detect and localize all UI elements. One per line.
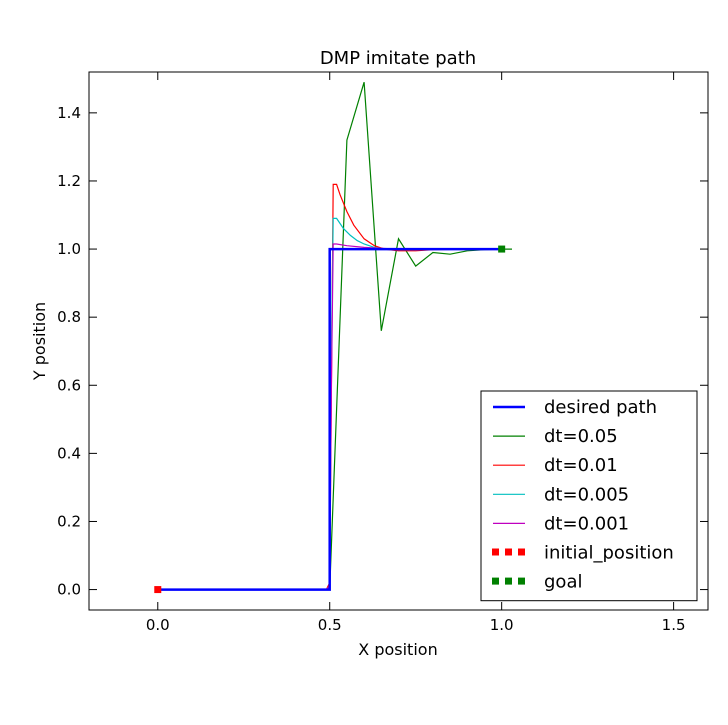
legend-label: goal: [544, 572, 582, 593]
legend-label: initial_position: [544, 543, 674, 564]
legend-swatch: [518, 577, 525, 585]
x-axis-label: X position: [358, 640, 437, 659]
legend-swatch: [492, 548, 499, 556]
chart-title: DMP imitate path: [320, 48, 476, 69]
legend: desired path dt=0.05 dt=0.01 dt=0.005 dt=0.0…: [480, 390, 698, 602]
marker-goal: [498, 245, 506, 253]
legend-swatch: [492, 577, 499, 585]
x-tick-label: 1.5: [662, 616, 686, 634]
x-tick-label: 1.0: [490, 616, 514, 634]
y-axis-label: Y position: [30, 302, 49, 381]
legend-swatch: [518, 548, 525, 556]
legend-swatch: [505, 548, 512, 556]
plot-area: [154, 82, 512, 594]
y-tick-label: 1.0: [57, 240, 81, 258]
legend-label: dt=0.01: [544, 455, 618, 476]
axes: 0.0 0.5 1.0 1.5 0.0 0.2 0.4 0.6 0.8 1.0 1.2 1.4: [57, 71, 709, 634]
legend-label: desired path: [544, 397, 657, 418]
legend-label: dt=0.001: [544, 513, 629, 534]
axes-frame: [88, 71, 709, 611]
y-tick-label: 1.4: [57, 104, 81, 122]
y-tick-label: 1.2: [57, 172, 81, 190]
legend-box: [480, 390, 698, 602]
series-line-desired-path: [157, 247, 502, 591]
legend-swatch: [505, 577, 512, 585]
y-tick-label: 0.0: [57, 581, 81, 599]
legend-label: dt=0.005: [544, 484, 629, 505]
y-tick-label: 0.2: [57, 512, 81, 530]
y-tick-label: 0.4: [57, 444, 81, 462]
marker-initial-position: [154, 586, 162, 594]
y-tick-label: 0.6: [57, 376, 81, 394]
y-tick-label: 0.8: [57, 308, 81, 326]
legend-label: dt=0.05: [544, 426, 618, 447]
x-tick-label: 0.0: [146, 616, 170, 634]
x-tick-label: 0.5: [318, 616, 342, 634]
